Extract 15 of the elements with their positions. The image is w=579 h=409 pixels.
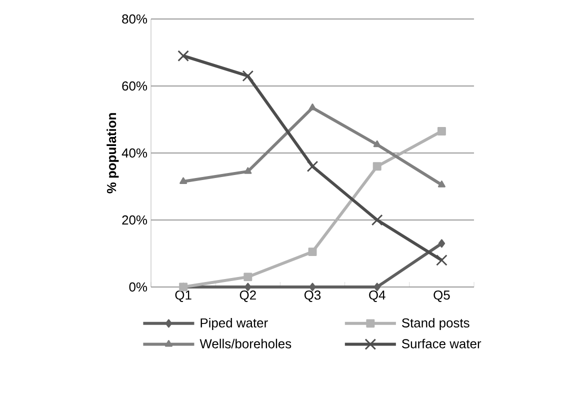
- y-tick-label: 80%: [122, 14, 148, 24]
- x-tick-label: Q2: [240, 290, 256, 302]
- y-tick-label: 40%: [122, 148, 148, 158]
- x-tick-label: Q5: [434, 290, 450, 302]
- legend-label: Surface water: [402, 338, 482, 348]
- y-tick-label: 60%: [122, 81, 148, 91]
- y-axis-title: % population: [106, 113, 119, 194]
- x-tick-label: Q3: [304, 290, 321, 302]
- y-tick-label: 0%: [129, 282, 148, 292]
- legend-label: Piped water: [200, 318, 268, 330]
- legend-label: Stand posts: [402, 318, 470, 330]
- x-tick-label: Q1: [175, 290, 192, 302]
- y-tick-label: 20%: [122, 215, 148, 225]
- x-tick-label: Q4: [369, 290, 386, 302]
- legend-label: Wells/boreholes: [200, 338, 292, 348]
